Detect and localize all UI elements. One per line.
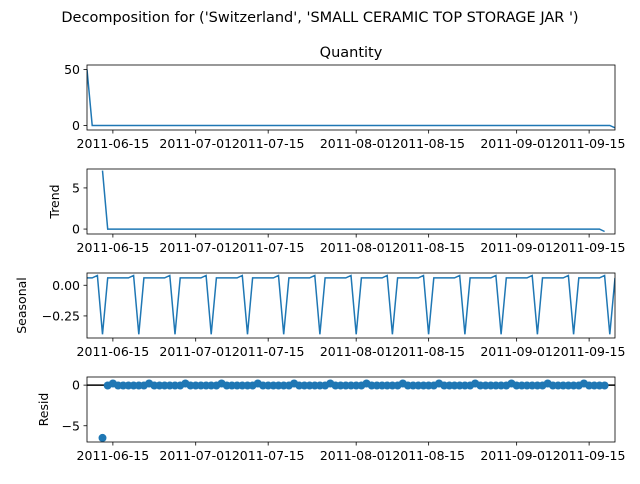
trend-xtick-label: 2011-07-01: [159, 240, 232, 255]
trend-ytick-label: 0: [72, 222, 80, 237]
seasonal-xtick-label: 2011-09-01: [480, 344, 553, 359]
observed-xtick-label: 2011-09-01: [480, 136, 553, 151]
seasonal-plot-area: [87, 274, 615, 335]
seasonal-xtick-label: 2011-07-15: [232, 344, 305, 359]
panel-seasonal: 0.00 −0.25 2011-06-15 2011-07-01 2011-07-15 2…: [14, 272, 626, 359]
observed-line: [87, 69, 615, 129]
seasonal-ytick-label: 0.00: [52, 278, 80, 293]
seasonal-xtick-label: 2011-08-01: [320, 344, 393, 359]
trend-xtick-label: 2011-08-15: [392, 240, 465, 255]
trend-axes-frame: [86, 168, 616, 235]
resid-axes-frame: [86, 376, 616, 443]
trend-xtick-label: 2011-09-15: [553, 240, 626, 255]
observed-plot-area: [87, 69, 615, 129]
observed-xtick-label: 2011-09-15: [553, 136, 626, 151]
observed-title: Quantity: [320, 45, 383, 61]
seasonal-ytick-label: −0.25: [42, 308, 80, 323]
resid-ylabel: Resid: [36, 393, 51, 427]
trend-xtick-label: 2011-08-01: [320, 240, 393, 255]
panel-trend: 0 5 2011-06-15 2011-07-01 2011-07-15 2011-08-…: [47, 168, 626, 255]
figure-title: Decomposition for ('Switzerland', 'SMALL…: [61, 10, 578, 26]
seasonal-xtick-label: 2011-09-15: [553, 344, 626, 359]
seasonal-line: [87, 274, 615, 335]
panel-resid: 0 −5 2011-06-15 2011-07-01 2011-07-15 2011-08…: [36, 376, 626, 463]
resid-plot-area: [87, 379, 615, 442]
resid-ytick-label: 0: [72, 378, 80, 393]
seasonal-xtick-label: 2011-07-01: [159, 344, 232, 359]
resid-xtick-label: 2011-09-15: [553, 448, 626, 463]
seasonal-xtick-label: 2011-08-15: [392, 344, 465, 359]
resid-xtick-label: 2011-07-01: [159, 448, 232, 463]
seasonal-xtick-label: 2011-06-15: [77, 344, 150, 359]
trend-xtick-label: 2011-07-15: [232, 240, 305, 255]
resid-xtick-label: 2011-08-15: [392, 448, 465, 463]
observed-xtick-label: 2011-06-15: [77, 136, 150, 151]
resid-ytick-label: −5: [62, 418, 80, 433]
seasonal-axes-frame: [86, 272, 616, 339]
observed-xtick-label: 2011-08-01: [320, 136, 393, 151]
observed-ytick-label: 50: [64, 62, 80, 77]
observed-xtick-label: 2011-07-15: [232, 136, 305, 151]
trend-ytick-label: 5: [72, 180, 80, 195]
seasonal-ylabel: Seasonal: [14, 277, 29, 334]
resid-xtick-label: 2011-08-01: [320, 448, 393, 463]
resid-xtick-label: 2011-09-01: [480, 448, 553, 463]
resid-point: [98, 433, 107, 442]
observed-xtick-label: 2011-08-15: [392, 136, 465, 151]
trend-line: [101, 170, 605, 233]
trend-ylabel: Trend: [47, 184, 62, 219]
resid-xtick-label: 2011-06-15: [77, 448, 150, 463]
trend-xtick-label: 2011-09-01: [480, 240, 553, 255]
observed-ytick-label: 0: [72, 118, 80, 133]
trend-plot-area: [101, 170, 605, 233]
observed-axes-frame: [86, 64, 616, 131]
observed-xtick-label: 2011-07-01: [159, 136, 232, 151]
resid-xtick-label: 2011-07-15: [232, 448, 305, 463]
panel-observed: 0 50 2011-06-15 2011-07-01 2011-07-15 2011-08…: [64, 45, 625, 151]
resid-point: [600, 381, 609, 390]
trend-xtick-label: 2011-06-15: [77, 240, 150, 255]
